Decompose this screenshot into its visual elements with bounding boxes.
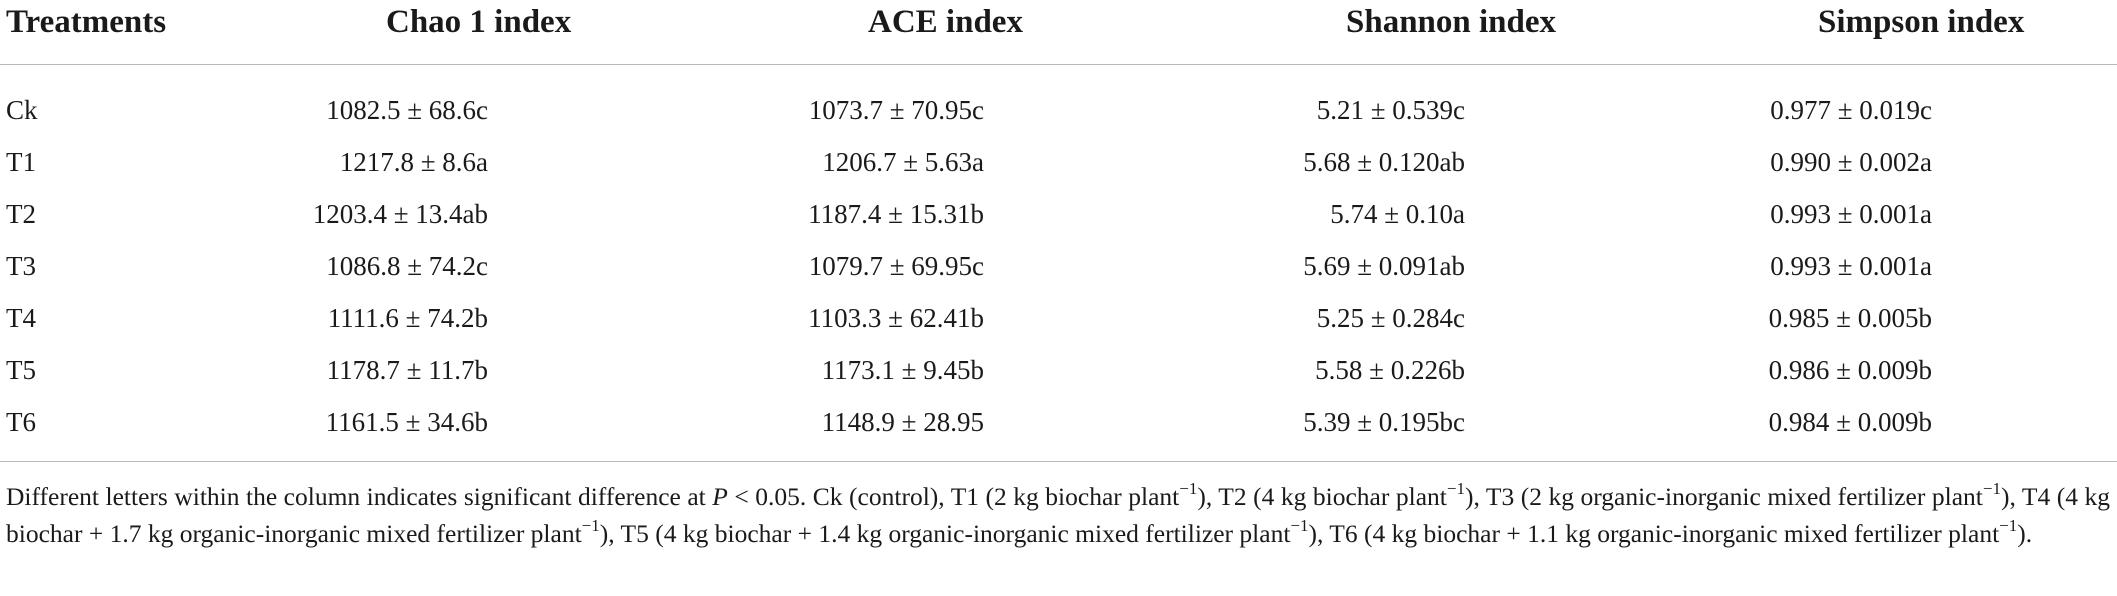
cell-simpson: 0.993 ± 0.001a <box>1770 251 1932 281</box>
cell-shannon: 5.74 ± 0.10a <box>1330 199 1465 229</box>
cell-ace: 1073.7 ± 70.95c <box>808 95 984 125</box>
p-symbol: P <box>712 482 728 511</box>
header-chao1: Chao 1 index <box>386 4 572 40</box>
header-treatments: Treatments <box>6 4 167 40</box>
cell-ace: 1148.9 ± 28.95 <box>821 407 984 437</box>
header-shannon: Shannon index <box>1346 4 1557 40</box>
cell-treatment: T6 <box>6 407 36 437</box>
cell-chao1: 1178.7 ± 11.7b <box>326 355 488 385</box>
cell-treatment: T5 <box>6 355 36 385</box>
header-ace: ACE index <box>868 4 1023 40</box>
cell-simpson: 0.985 ± 0.005b <box>1768 303 1932 333</box>
cell-shannon: 5.69 ± 0.091ab <box>1303 251 1465 281</box>
cell-treatment: T1 <box>6 147 36 177</box>
cell-treatment: T3 <box>6 251 36 281</box>
table-bottom-rule <box>0 461 2117 462</box>
table-row: T6 1161.5 ± 34.6b 1148.9 ± 28.95 5.39 ± … <box>0 396 2117 448</box>
cell-ace: 1173.1 ± 9.45b <box>821 355 984 385</box>
table-footnote: Different letters within the column indi… <box>6 479 2110 548</box>
cell-simpson: 0.977 ± 0.019c <box>1770 95 1932 125</box>
cell-chao1: 1111.6 ± 74.2b <box>327 303 488 333</box>
cell-treatment: T4 <box>6 303 36 333</box>
cell-chao1: 1086.8 ± 74.2c <box>326 251 488 281</box>
cell-treatment: Ck <box>6 95 38 125</box>
table-header-row: Treatments Chao 1 index ACE index Shanno… <box>0 0 2117 64</box>
table-row: T2 1203.4 ± 13.4ab 1187.4 ± 15.31b 5.74 … <box>0 188 2117 240</box>
table-row: T1 1217.8 ± 8.6a 1206.7 ± 5.63a 5.68 ± 0… <box>0 136 2117 188</box>
table-row: T5 1178.7 ± 11.7b 1173.1 ± 9.45b 5.58 ± … <box>0 344 2117 396</box>
cell-shannon: 5.21 ± 0.539c <box>1316 95 1465 125</box>
table-row: T3 1086.8 ± 74.2c 1079.7 ± 69.95c 5.69 ±… <box>0 240 2117 292</box>
cell-chao1: 1203.4 ± 13.4ab <box>312 199 488 229</box>
cell-simpson: 0.984 ± 0.009b <box>1768 407 1932 437</box>
cell-treatment: T2 <box>6 199 36 229</box>
cell-chao1: 1217.8 ± 8.6a <box>339 147 488 177</box>
cell-simpson: 0.993 ± 0.001a <box>1770 199 1932 229</box>
cell-ace: 1103.3 ± 62.41b <box>808 303 984 333</box>
table-row: T4 1111.6 ± 74.2b 1103.3 ± 62.41b 5.25 ±… <box>0 292 2117 344</box>
cell-simpson: 0.986 ± 0.009b <box>1768 355 1932 385</box>
table-row: Ck 1082.5 ± 68.6c 1073.7 ± 70.95c 5.21 ±… <box>0 84 2117 136</box>
cell-shannon: 5.58 ± 0.226b <box>1315 355 1465 385</box>
cell-simpson: 0.990 ± 0.002a <box>1770 147 1932 177</box>
cell-shannon: 5.25 ± 0.284c <box>1316 303 1465 333</box>
cell-shannon: 5.39 ± 0.195bc <box>1303 407 1465 437</box>
header-rule <box>0 64 2117 65</box>
cell-chao1: 1082.5 ± 68.6c <box>326 95 488 125</box>
cell-chao1: 1161.5 ± 34.6b <box>325 407 488 437</box>
header-simpson: Simpson index <box>1818 4 2025 40</box>
cell-shannon: 5.68 ± 0.120ab <box>1303 147 1465 177</box>
cell-ace: 1206.7 ± 5.63a <box>822 147 984 177</box>
cell-ace: 1079.7 ± 69.95c <box>808 251 984 281</box>
cell-ace: 1187.4 ± 15.31b <box>808 199 984 229</box>
